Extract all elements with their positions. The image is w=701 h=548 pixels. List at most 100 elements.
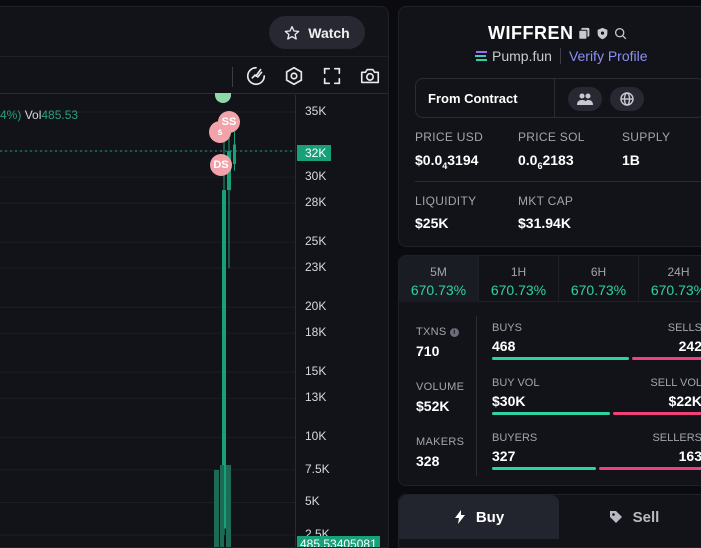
- y-tick-label: 18K: [305, 325, 327, 340]
- info-icon[interactable]: i: [449, 327, 459, 337]
- y-tick-label: 10K: [305, 429, 327, 444]
- watch-label: Watch: [308, 24, 350, 41]
- volume-value: $52K: [416, 398, 450, 414]
- chart-plot[interactable]: [0, 95, 295, 548]
- sellers-label: SELLERS: [652, 432, 701, 444]
- camera-icon[interactable]: [359, 65, 381, 87]
- buy-vol-value: $30K: [492, 393, 526, 409]
- buys-label: BUYS: [492, 322, 522, 334]
- trade-marker-ss[interactable]: SS: [218, 111, 240, 133]
- buyers-bar: [492, 467, 596, 470]
- toolbar-divider: [232, 67, 233, 87]
- timeframe-tabs: 5M 670.73% 1H 670.73% 6H 670.73% 24H 670.73%: [399, 256, 701, 302]
- solana-icon: [475, 51, 487, 61]
- legend-vol-value: 485.53: [41, 108, 79, 122]
- price-sol-value: 0.062183: [518, 152, 574, 171]
- trade-marker-ds[interactable]: DS: [210, 154, 232, 176]
- buys-value: 468: [492, 338, 516, 354]
- shield-icon[interactable]: [596, 27, 609, 40]
- volume-bar: [220, 465, 224, 547]
- trade-marker-buy[interactable]: [215, 93, 231, 103]
- community-button[interactable]: [568, 87, 602, 111]
- y-tick-label: 25K: [305, 234, 327, 249]
- tag-icon: [609, 511, 622, 523]
- settings-hexagon-icon[interactable]: [283, 65, 305, 87]
- platform-link[interactable]: Pump.fun: [475, 48, 552, 64]
- buys-bar: [492, 357, 629, 360]
- website-button[interactable]: [610, 87, 644, 111]
- chart-panel: Watch 4%) Vol485.53 ś SS DS 35K32K30K28K…: [0, 6, 389, 548]
- sell-tab[interactable]: Sell: [559, 495, 701, 539]
- buy-tab[interactable]: Buy: [399, 495, 559, 539]
- txns-value: 710: [416, 343, 440, 359]
- buyers-label: BUYERS: [492, 432, 538, 444]
- txns-column-divider: [476, 316, 477, 476]
- contract-label: From Contract: [428, 91, 518, 106]
- y-tick-label: 30K: [305, 169, 327, 184]
- mktcap-label: MKT CAP: [518, 194, 574, 208]
- sells-bar: [632, 357, 701, 360]
- y-tick-label: 15K: [305, 364, 327, 379]
- sell-label: Sell: [632, 508, 660, 526]
- contract-box: From Contract: [415, 78, 701, 118]
- current-price-tag: 32K: [297, 145, 332, 161]
- sells-label: SELLS: [667, 322, 701, 334]
- supply-label: SUPPLY: [622, 130, 671, 144]
- volume-label: VOLUME: [416, 381, 465, 393]
- contract-divider: [554, 79, 555, 117]
- stats-divider: [415, 181, 701, 182]
- current-volume-tag: 485.53405081: [297, 536, 380, 547]
- copy-icon[interactable]: [578, 27, 591, 40]
- y-tick-label: 28K: [305, 195, 327, 210]
- buy-vol-bar: [492, 412, 610, 415]
- token-header: WIFFREN: [488, 23, 627, 44]
- chart-legend: 4%) Vol485.53: [0, 108, 78, 122]
- supply-value: 1B: [622, 152, 640, 168]
- star-icon: [284, 25, 300, 40]
- txns-label: TXNS i: [416, 326, 459, 338]
- users-icon: [577, 93, 593, 105]
- candle-body: [233, 144, 236, 165]
- sell-vol-bar: [613, 412, 701, 415]
- legend-vol-label: Vol: [24, 108, 42, 122]
- sellers-bar: [599, 467, 701, 470]
- mktcap-value: $31.94K: [518, 215, 571, 231]
- makers-label: MAKERS: [416, 436, 465, 448]
- sell-vol-label: SELL VOL: [650, 377, 701, 389]
- indicator-icon[interactable]: [245, 65, 267, 87]
- price-sol-label: PRICE SOL: [518, 130, 585, 144]
- transactions-card: 5M 670.73% 1H 670.73% 6H 670.73% 24H 670.73%…: [398, 255, 701, 486]
- price-chart[interactable]: 4%) Vol485.53 ś SS DS 35K32K30K28K25K23K…: [0, 93, 388, 548]
- y-tick-label: 23K: [305, 260, 327, 275]
- fullscreen-icon[interactable]: [321, 65, 343, 87]
- search-icon[interactable]: [614, 27, 627, 40]
- sell-vol-value: $22K: [668, 393, 701, 409]
- tab-6h[interactable]: 6H 670.73%: [559, 256, 639, 302]
- watch-button[interactable]: Watch: [269, 16, 365, 49]
- token-info-card: WIFFREN Pump.fun Verify Profile From Con…: [398, 6, 701, 247]
- token-sub-row: Pump.fun Verify Profile: [475, 48, 648, 64]
- legend-change: 4%): [0, 108, 22, 122]
- tab-5m[interactable]: 5M 670.73%: [399, 256, 479, 302]
- chart-header: Watch: [0, 7, 388, 57]
- candle-body: [222, 190, 226, 529]
- lightning-icon: [454, 510, 465, 524]
- volume-bar: [214, 470, 219, 547]
- y-tick-label: 7.5K: [305, 461, 330, 476]
- tab-1h[interactable]: 1H 670.73%: [479, 256, 559, 302]
- volume-bar: [226, 465, 231, 547]
- y-tick-label: 20K: [305, 299, 327, 314]
- platform-name: Pump.fun: [492, 48, 552, 64]
- tab-24h[interactable]: 24H 670.73%: [639, 256, 701, 302]
- y-tick-label: 35K: [305, 104, 327, 118]
- price-usd-label: PRICE USD: [415, 130, 484, 144]
- price-axis[interactable]: 35K32K30K28K25K23K20K18K15K13K10K7.5K5K2…: [295, 95, 388, 547]
- verify-profile-link[interactable]: Verify Profile: [559, 48, 648, 64]
- price-usd-value: $0.043194: [415, 152, 479, 171]
- sellers-value: 163: [678, 448, 701, 464]
- makers-value: 328: [416, 453, 440, 469]
- globe-icon: [620, 92, 634, 106]
- buyers-value: 327: [492, 448, 516, 464]
- liquidity-label: LIQUIDITY: [415, 194, 477, 208]
- trade-card: Buy Sell: [398, 494, 701, 548]
